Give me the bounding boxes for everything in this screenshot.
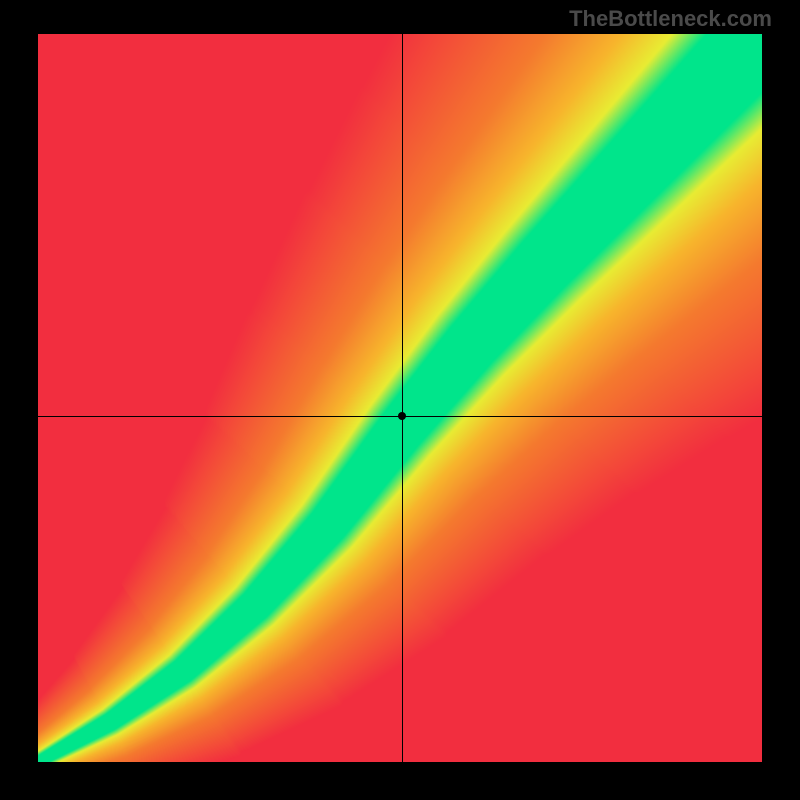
heatmap-canvas <box>38 34 762 762</box>
watermark-text: TheBottleneck.com <box>569 6 772 32</box>
bottleneck-heatmap <box>38 34 762 762</box>
operating-point-marker <box>398 412 406 420</box>
crosshair-vertical <box>402 34 403 762</box>
